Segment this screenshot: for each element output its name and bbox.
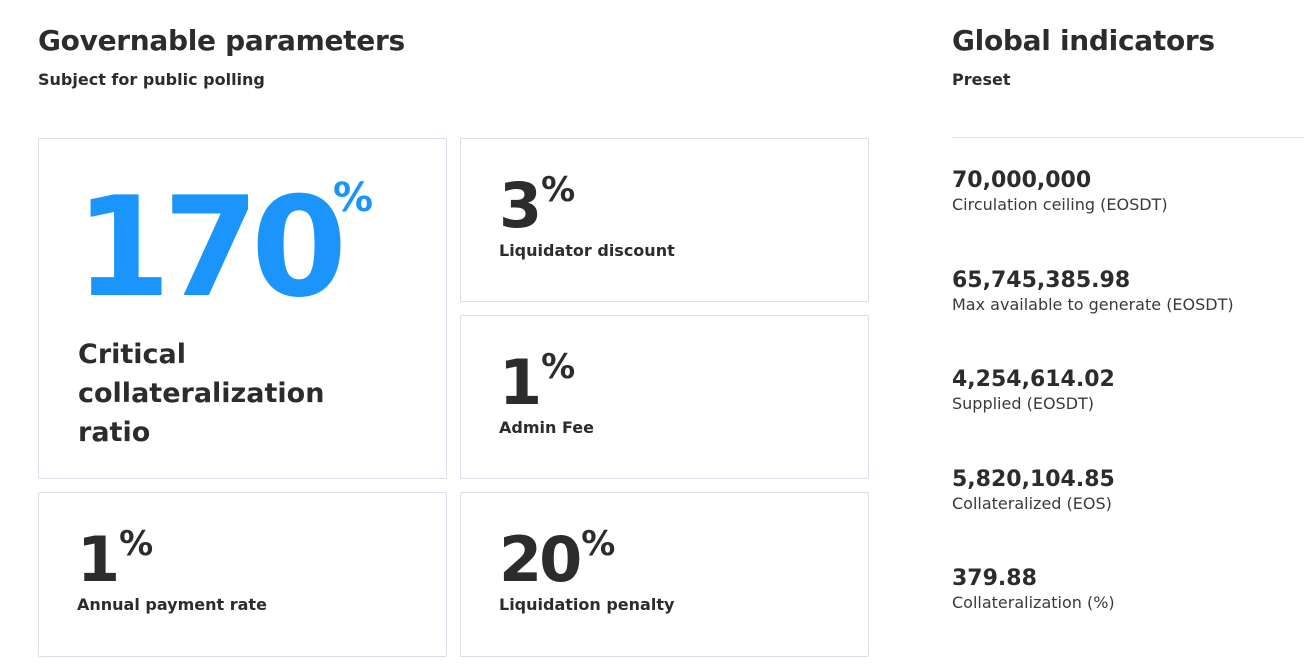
liquidator-discount-label: Liquidator discount [499, 241, 675, 260]
liquidator-discount-value: 3 [499, 169, 542, 242]
global-indicators-title: Global indicators [952, 24, 1215, 57]
global-indicators-divider [952, 137, 1304, 138]
admin-fee-label: Admin Fee [499, 418, 594, 437]
indicator-circulation-ceiling: 70,000,000 Circulation ceiling (EOSDT) [952, 167, 1304, 267]
indicator-label: Supplied (EOSDT) [952, 394, 1095, 413]
indicator-label: Circulation ceiling (EOSDT) [952, 195, 1168, 214]
governable-parameters-subtitle: Subject for public polling [38, 70, 265, 89]
indicator-label: Collateralization (%) [952, 593, 1115, 612]
indicator-max-available: 65,745,385.98 Max available to generate … [952, 267, 1304, 367]
annual-payment-rate-card: 1 % Annual payment rate [38, 492, 447, 657]
critical-collateralization-unit: % [333, 175, 374, 221]
indicator-collateralization: 379.88 Collateralization (%) [952, 565, 1304, 665]
critical-collateralization-label: Critical collateralization ratio [78, 339, 325, 448]
indicator-value: 5,820,104.85 [952, 466, 1115, 492]
annual-payment-rate-figure: 1 % [77, 523, 154, 596]
indicator-label: Collateralized (EOS) [952, 493, 1112, 513]
indicator-value: 65,745,385.98 [952, 267, 1131, 293]
liquidation-penalty-value: 20 [499, 523, 582, 596]
critical-collateralization-value: 170 [75, 167, 347, 328]
liquidation-penalty-unit: % [581, 524, 616, 564]
indicator-value: 379.88 [952, 566, 1037, 591]
admin-fee-figure: 1 % [499, 346, 576, 419]
liquidation-penalty-figure: 20 % [499, 523, 616, 596]
liquidator-discount-card: 3 % Liquidator discount [460, 138, 869, 302]
admin-fee-value: 1 [499, 346, 542, 419]
indicator-collateralized: 5,820,104.85 Collateralized (EOS) [952, 466, 1304, 566]
admin-fee-unit: % [541, 347, 576, 387]
annual-payment-rate-unit: % [119, 524, 154, 564]
liquidation-penalty-label: Liquidation penalty [499, 595, 675, 614]
annual-payment-rate-value: 1 [77, 523, 120, 596]
liquidator-discount-unit: % [541, 170, 576, 210]
global-indicators-subtitle: Preset [952, 70, 1011, 89]
global-indicators-list: 70,000,000 Circulation ceiling (EOSDT) 6… [952, 167, 1304, 665]
admin-fee-card: 1 % Admin Fee [460, 315, 869, 479]
liquidation-penalty-card: 20 % Liquidation penalty [460, 492, 869, 657]
annual-payment-rate-label: Annual payment rate [77, 595, 267, 614]
indicator-value: 4,254,614.02 [952, 367, 1115, 392]
governable-parameters-title: Governable parameters [38, 24, 405, 57]
liquidator-discount-figure: 3 % [499, 169, 576, 242]
critical-collateralization-card: 170 % Critical collateralization ratio [38, 138, 447, 479]
indicator-supplied: 4,254,614.02 Supplied (EOSDT) [952, 366, 1304, 466]
indicator-label: Max available to generate (EOSDT) [952, 294, 1234, 314]
indicator-value: 70,000,000 [952, 168, 1092, 193]
